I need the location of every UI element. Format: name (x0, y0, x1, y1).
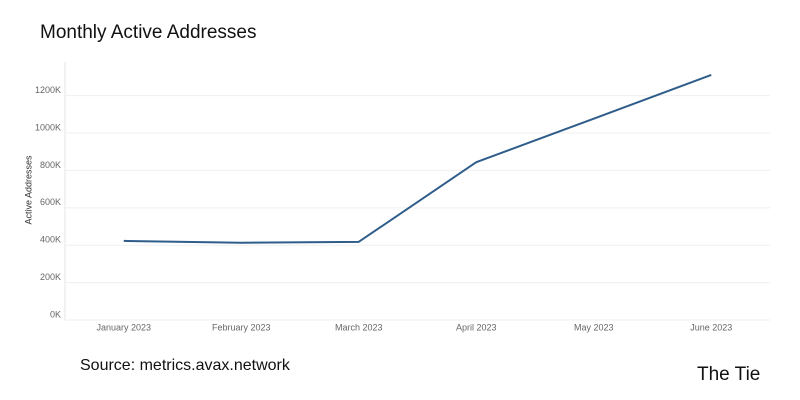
x-tick-label: June 2023 (690, 322, 732, 332)
x-tick-label: March 2023 (335, 322, 383, 332)
brand-logo: The Tie (697, 364, 760, 385)
chart-title: Monthly Active Addresses (40, 22, 257, 43)
y-tick-label: 1000K (35, 122, 61, 132)
y-tick-label: 600K (40, 197, 61, 207)
y-tick-label: 400K (40, 235, 61, 245)
source: Source: metrics.avax.network (80, 357, 291, 374)
y-tick-label: 800K (40, 160, 61, 170)
y-tick-label: 1200K (35, 85, 61, 95)
x-tick-label: January 2023 (96, 322, 151, 332)
y-axis-label: Active Addresses (23, 155, 33, 225)
data-line (123, 73, 712, 244)
x-tick-label: May 2023 (574, 322, 614, 332)
y-tick-label: 0K (50, 309, 61, 319)
x-tick-label: February 2023 (212, 322, 271, 332)
y-tick-label: 200K (40, 272, 61, 282)
x-tick-label: April 2023 (456, 322, 497, 332)
